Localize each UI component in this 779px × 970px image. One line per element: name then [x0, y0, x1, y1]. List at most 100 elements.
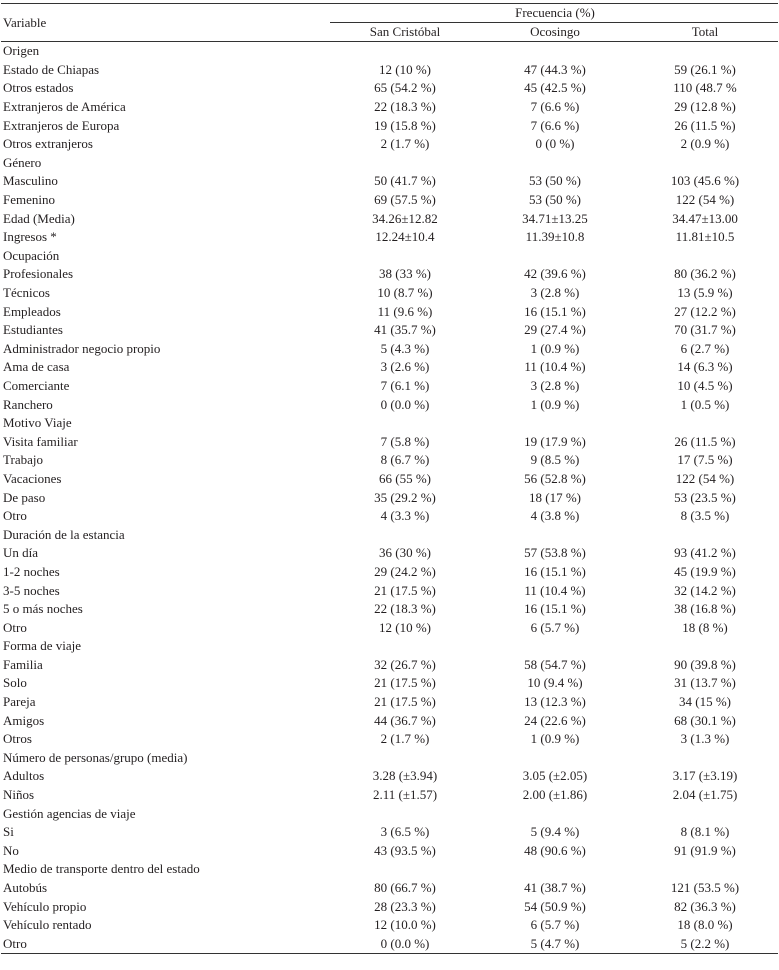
section-row: Origen — [1, 42, 778, 61]
value-cell: 82 (36.3 %) — [674, 898, 736, 914]
section-row: Motivo Viaje — [1, 414, 778, 433]
section-label: Género — [3, 154, 42, 170]
row-label: Pareja — [3, 694, 36, 710]
data-row: Extranjeros de América 22 (18.3 %) 7 (6.6 … — [1, 98, 778, 117]
data-row: Si 3 (6.5 %) 5 (9.4 %) 8 (8.1 %) — [1, 823, 778, 842]
value-cell: 28 (23.3 %) — [374, 898, 436, 914]
value-cell: 45 (19.9 %) — [674, 563, 736, 579]
row-label: No — [3, 842, 19, 858]
value-cell: 2 (0.9 %) — [680, 136, 730, 152]
data-row: Amigos 44 (36.7 %) 24 (22.6 %) 68 (30.1 %) — [1, 711, 778, 730]
value-cell: 7 (6.1 %) — [380, 377, 430, 393]
value-cell: 58 (54.7 %) — [524, 656, 586, 672]
data-row: Autobús 80 (66.7 %) 41 (38.7 %) 121 (53.5 %… — [1, 879, 778, 898]
value-cell: 32 (26.7 %) — [374, 656, 436, 672]
value-cell: 41 (38.7 %) — [524, 880, 586, 896]
row-label: Si — [3, 824, 14, 840]
value-cell: 11 (10.4 %) — [524, 582, 586, 598]
value-cell: 103 (45.6 %) — [670, 173, 740, 189]
row-label: Vehículo propio — [3, 898, 87, 914]
value-cell: 14 (6.3 %) — [677, 359, 733, 375]
value-cell: 2.04 (±1.75) — [672, 787, 738, 803]
data-row: 5 o más noches 22 (18.3 %) 16 (15.1 %) 38 (… — [1, 600, 778, 619]
data-row: Ama de casa 3 (2.6 %) 11 (10.4 %) 14 (6.3 %… — [1, 358, 778, 377]
value-cell: 41 (35.7 %) — [374, 322, 436, 338]
data-row: Vehículo rentado 12 (10.0 %) 6 (5.7 %) 18 (… — [1, 916, 778, 935]
value-cell: 5 (9.4 %) — [530, 824, 580, 840]
data-row: Femenino 69 (57.5 %) 53 (50 %) 122 (54 %) — [1, 191, 778, 210]
value-cell: 1 (0.9 %) — [530, 396, 580, 412]
data-row: Administrador negocio propio 5 (4.3 %) 1 (… — [1, 340, 778, 359]
value-cell: 18 (17 %) — [529, 489, 581, 505]
value-cell: 7 (6.6 %) — [530, 99, 580, 115]
data-row: Masculino 50 (41.7 %) 53 (50 %) 103 (45.6 %… — [1, 172, 778, 191]
value-cell: 31 (13.7 %) — [674, 675, 736, 691]
data-row: 3-5 noches 21 (17.5 %) 11 (10.4 %) 32 (14.2… — [1, 581, 778, 600]
value-cell: 29 (24.2 %) — [374, 563, 436, 579]
data-table: Variable Frecuencia (%) San Cristóbal Oc… — [1, 3, 779, 955]
value-cell: 59 (26.1 %) — [674, 61, 736, 77]
value-cell: 21 (17.5 %) — [374, 582, 436, 598]
section-label: Número de personas/grupo (media) — [3, 749, 188, 765]
data-row: Empleados 11 (9.6 %) 16 (15.1 %) 27 (12.2 %… — [1, 302, 778, 321]
data-row: Otro 0 (0.0 %) 5 (4.7 %) 5 (2.2 %) — [1, 934, 779, 955]
data-row: Vehículo propio 28 (23.3 %) 54 (50.9 %) 82 … — [1, 897, 778, 916]
value-cell: 32 (14.2 %) — [674, 582, 736, 598]
row-label: Edad (Media) — [3, 210, 75, 226]
value-cell: 3 (6.5 %) — [380, 824, 430, 840]
data-row: Vacaciones 66 (55 %) 56 (52.8 %) 122 (54 %) — [1, 470, 778, 489]
data-row: Comerciante 7 (6.1 %) 3 (2.8 %) 10 (4.5 %) — [1, 377, 778, 396]
value-cell: 42 (39.6 %) — [524, 266, 586, 282]
value-cell: 3.17 (±3.19) — [672, 768, 738, 784]
value-cell: 19 (15.8 %) — [374, 117, 436, 133]
row-label: De paso — [3, 489, 46, 505]
row-label: Otro — [1, 934, 330, 955]
row-label: Vehículo rentado — [3, 917, 92, 933]
value-cell: 21 (17.5 %) — [374, 694, 436, 710]
row-label: Masculino — [3, 173, 58, 189]
row-label: Autobús — [3, 880, 48, 896]
data-row: Pareja 21 (17.5 %) 13 (12.3 %) 34 (15 %) — [1, 693, 778, 712]
value-cell: 35 (29.2 %) — [374, 489, 436, 505]
row-label: Otros extranjeros — [3, 136, 93, 152]
row-label: Administrador negocio propio — [3, 340, 161, 356]
value-cell: 12.24±10.4 — [375, 229, 435, 245]
value-cell: 80 (66.7 %) — [374, 880, 436, 896]
row-label: Vacaciones — [3, 470, 62, 486]
value-cell: 10 (8.7 %) — [377, 285, 433, 301]
value-cell: 12 (10 %) — [379, 619, 431, 635]
value-cell: 5 (2.2 %) — [630, 934, 779, 955]
value-cell: 66 (55 %) — [379, 470, 431, 486]
value-cell: 68 (30.1 %) — [674, 712, 736, 728]
section-label: Motivo Viaje — [3, 415, 72, 431]
value-cell: 0 (0 %) — [535, 136, 575, 152]
value-cell: 26 (11.5 %) — [674, 433, 736, 449]
row-label: Ingresos * — [3, 229, 57, 245]
row-label: Ranchero — [3, 396, 53, 412]
section-row: Duración de la estancia — [1, 525, 778, 544]
data-row: Otros 2 (1.7 %) 1 (0.9 %) 3 (1.3 %) — [1, 730, 778, 749]
value-cell: 2 (1.7 %) — [380, 731, 430, 747]
value-cell: 29 (12.8 %) — [674, 99, 736, 115]
value-cell: 110 (48.7 % — [673, 80, 737, 96]
value-cell: 5 (4.7 %) — [478, 934, 630, 955]
data-row: Otros extranjeros 2 (1.7 %) 0 (0 %) 2 (0.9 … — [1, 135, 778, 154]
data-row: Trabajo 8 (6.7 %) 9 (8.5 %) 17 (7.5 %) — [1, 451, 778, 470]
row-label: Extranjeros de Europa — [3, 117, 120, 133]
value-cell: 57 (53.8 %) — [524, 545, 586, 561]
section-label: Duración de la estancia — [3, 526, 125, 542]
value-cell: 3 (2.8 %) — [530, 377, 580, 393]
value-cell: 26 (11.5 %) — [674, 117, 736, 133]
value-cell: 24 (22.6 %) — [524, 712, 586, 728]
value-cell: 16 (15.1 %) — [524, 563, 586, 579]
value-cell: 6 (2.7 %) — [680, 340, 730, 356]
section-row: Género — [1, 154, 778, 173]
row-label: Familia — [3, 656, 43, 672]
value-cell: 2.11 (±1.57) — [372, 787, 438, 803]
value-cell: 93 (41.2 %) — [674, 545, 736, 561]
header-cell: Total — [630, 22, 779, 42]
value-cell: 53 (23.5 %) — [674, 489, 736, 505]
value-cell: 12 (10 %) — [379, 61, 431, 77]
data-row: De paso 35 (29.2 %) 18 (17 %) 53 (23.5 %) — [1, 488, 778, 507]
table-body: Origen Estado de Chiapas 12 (10 %) 47 (44.3… — [1, 42, 779, 955]
